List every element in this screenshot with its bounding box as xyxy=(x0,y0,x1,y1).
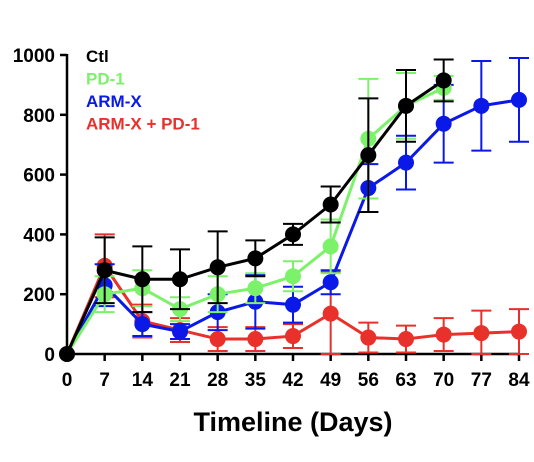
x-tick-label: 35 xyxy=(245,370,267,391)
data-point xyxy=(59,346,75,362)
data-point xyxy=(134,316,151,333)
x-axis-title: Timeline (Days) xyxy=(193,407,392,437)
x-tick-label: 21 xyxy=(169,370,191,391)
data-point xyxy=(209,331,226,348)
series-layer xyxy=(59,56,529,362)
x-tick-label: 7 xyxy=(99,370,110,391)
data-point xyxy=(435,115,452,132)
data-point xyxy=(398,97,414,114)
legend-label: ARM-X xyxy=(86,92,142,111)
legend: Ctl PD-1 ARM-X ARM-X + PD-1 xyxy=(86,47,200,134)
y-tick-label: 200 xyxy=(23,285,55,306)
x-tick-label: 28 xyxy=(207,370,228,391)
legend-label: PD-1 xyxy=(86,70,125,89)
data-point xyxy=(172,271,188,288)
data-point xyxy=(398,154,414,171)
data-point xyxy=(398,331,414,348)
y-tick-label: 1000 xyxy=(13,46,55,67)
data-point xyxy=(360,147,377,164)
data-point xyxy=(209,259,226,276)
data-point xyxy=(322,238,339,255)
data-point xyxy=(511,323,527,340)
data-point xyxy=(96,262,113,279)
y-tick-label: 800 xyxy=(23,106,55,127)
data-point xyxy=(511,91,527,108)
data-point xyxy=(247,250,264,267)
x-tick-label: 84 xyxy=(508,370,530,391)
x-tick-label: 63 xyxy=(395,370,416,391)
y-tick-label: 0 xyxy=(44,345,55,366)
x-tick-label: 42 xyxy=(282,370,303,391)
data-point xyxy=(322,274,339,291)
data-point xyxy=(134,271,151,288)
y-tick-label: 400 xyxy=(23,225,55,246)
x-tick-label: 77 xyxy=(471,370,492,391)
x-tick-label: 0 xyxy=(62,370,73,391)
data-point xyxy=(285,296,301,313)
y-ticks: 0 200 400 600 800 1000 xyxy=(13,46,67,366)
x-tick-label: 56 xyxy=(358,370,379,391)
x-tick-label: 14 xyxy=(132,370,154,391)
data-point xyxy=(285,328,301,345)
data-point xyxy=(285,226,301,243)
data-point xyxy=(435,72,452,89)
legend-label: ARM-X + PD-1 xyxy=(86,115,200,134)
x-tick-label: 70 xyxy=(433,370,454,391)
y-tick-label: 600 xyxy=(23,166,55,187)
data-point xyxy=(172,323,188,340)
legend-label: Ctl xyxy=(86,47,109,66)
x-tick-label: 49 xyxy=(320,370,341,391)
data-point xyxy=(322,305,339,322)
series-ctl xyxy=(59,58,454,362)
x-ticks: 0 7 14 21 28 35 42 49 56 63 70 77 84 xyxy=(62,354,530,391)
data-point xyxy=(247,280,264,297)
data-point xyxy=(247,331,264,348)
data-point xyxy=(360,329,377,346)
data-point xyxy=(435,326,452,343)
data-point xyxy=(285,268,301,285)
data-point xyxy=(473,97,490,114)
data-point xyxy=(322,196,339,213)
data-point xyxy=(473,325,490,342)
